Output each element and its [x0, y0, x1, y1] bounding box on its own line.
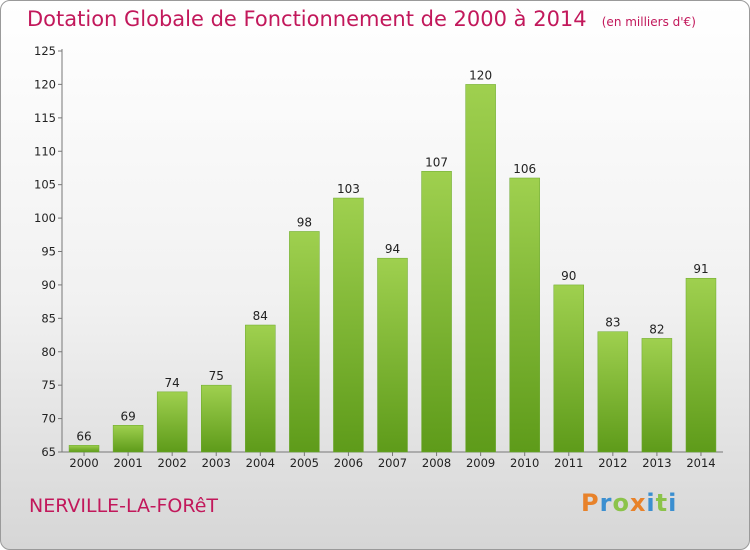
- x-tick-label: 2014: [686, 456, 715, 470]
- bar-2004: [245, 324, 276, 453]
- x-tick-label: 2004: [246, 456, 275, 470]
- bar-2007: [377, 257, 408, 453]
- y-tick-label: 85: [41, 311, 56, 325]
- x-tick-label: 2007: [378, 456, 407, 470]
- bar-2006: [333, 197, 364, 453]
- axes: 65 70 75 80 85 90 95 100 105 110 115 120 125 2000 2001…: [34, 44, 723, 470]
- chart-title-text: Dotation Globale de Fonctionnement de 20…: [27, 7, 587, 31]
- y-tick-label: 125: [34, 44, 56, 58]
- logo-letter: x: [629, 489, 647, 517]
- bar-value-label: 103: [337, 182, 360, 196]
- logo-letter: t: [655, 489, 669, 517]
- bars: 66 69 74 75 84 98 103 94 107 120 106 90 83 82 91: [68, 68, 717, 453]
- x-tick-label: 2013: [642, 456, 671, 470]
- y-tick-label: 110: [34, 144, 56, 158]
- bar-value-label: 94: [385, 242, 400, 256]
- bar-value-label: 75: [209, 369, 224, 383]
- x-tick-label: 2002: [158, 456, 187, 470]
- y-tick-label: 65: [41, 445, 56, 459]
- bar-2009: [465, 84, 496, 453]
- x-tick-label: 2008: [422, 456, 451, 470]
- bar-value-label: 74: [165, 376, 180, 390]
- x-tick-label: 2012: [598, 456, 627, 470]
- bar-value-label: 84: [253, 309, 268, 323]
- chart-title: Dotation Globale de Fonctionnement de 20…: [27, 7, 696, 31]
- logo-letter: i: [646, 489, 656, 517]
- x-tick-label: 2011: [554, 456, 583, 470]
- bar-2011: [553, 284, 584, 453]
- bar-2013: [641, 338, 673, 453]
- y-tick-label: 90: [41, 278, 56, 292]
- x-tick-label: 2010: [510, 456, 539, 470]
- y-tick-label: 70: [41, 412, 56, 426]
- y-tick-label: 100: [34, 211, 56, 225]
- x-tick-label: 2000: [69, 456, 98, 470]
- commune-name: NERVILLE-LA-FORêT: [29, 495, 218, 517]
- y-tick-label: 120: [34, 77, 56, 91]
- bar-value-label: 90: [561, 269, 576, 283]
- bar-2003: [201, 384, 232, 453]
- bar-value-label: 107: [425, 155, 448, 169]
- x-tick-label: 2003: [202, 456, 231, 470]
- bar-value-label: 98: [297, 215, 312, 229]
- logo-letter: i: [668, 489, 678, 517]
- bar-2010: [509, 177, 540, 453]
- y-tick-label: 115: [34, 111, 56, 125]
- bar-2002: [156, 391, 188, 453]
- y-tick-label: 80: [41, 345, 56, 359]
- proxiti-logo: Proxiti: [581, 489, 677, 517]
- bar-value-label: 120: [469, 68, 492, 82]
- x-tick-label: 2001: [113, 456, 142, 470]
- bar-2008: [421, 171, 452, 453]
- y-tick-label: 105: [34, 178, 56, 192]
- bar-value-label: 91: [693, 262, 708, 276]
- y-tick-label: 75: [41, 378, 56, 392]
- bar-value-label: 66: [76, 429, 91, 443]
- bar-2000: [68, 445, 100, 453]
- bar-2012: [597, 331, 629, 453]
- logo-letter: o: [612, 489, 630, 517]
- x-tick-label: 2009: [466, 456, 495, 470]
- logo-letter: P: [581, 489, 600, 517]
- bar-2014: [685, 277, 717, 453]
- chart-unit: (en milliers d'€): [601, 15, 696, 29]
- bar-value-label: 82: [649, 322, 664, 336]
- bar-2005: [289, 231, 320, 453]
- logo-letter: r: [599, 489, 613, 517]
- bar-value-label: 69: [120, 409, 135, 423]
- x-tick-label: 2005: [290, 456, 319, 470]
- bar-2001: [112, 425, 144, 453]
- bar-value-label: 83: [605, 316, 620, 330]
- x-tick-label: 2006: [334, 456, 363, 470]
- y-tick-label: 95: [41, 245, 56, 259]
- bar-value-label: 106: [513, 162, 536, 176]
